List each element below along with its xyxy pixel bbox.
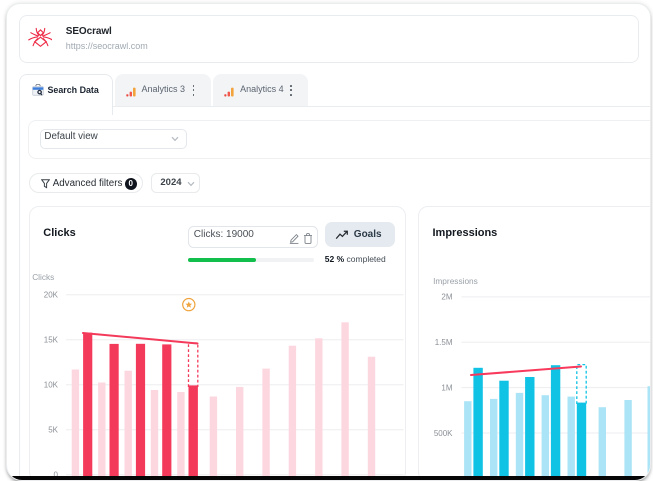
svg-text:5K: 5K — [48, 426, 58, 435]
svg-text:Clicks: Clicks — [32, 272, 54, 282]
svg-text:1M: 1M — [441, 383, 452, 392]
svg-text:500K: 500K — [434, 429, 453, 438]
svg-text:Impressions: Impressions — [433, 276, 478, 286]
svg-text:0: 0 — [54, 471, 59, 478]
svg-text:15K: 15K — [44, 336, 59, 345]
svg-text:20K: 20K — [44, 291, 59, 300]
svg-text:2M: 2M — [441, 293, 452, 302]
svg-text:1.5M: 1.5M — [435, 338, 453, 347]
svg-text:10K: 10K — [44, 381, 59, 390]
